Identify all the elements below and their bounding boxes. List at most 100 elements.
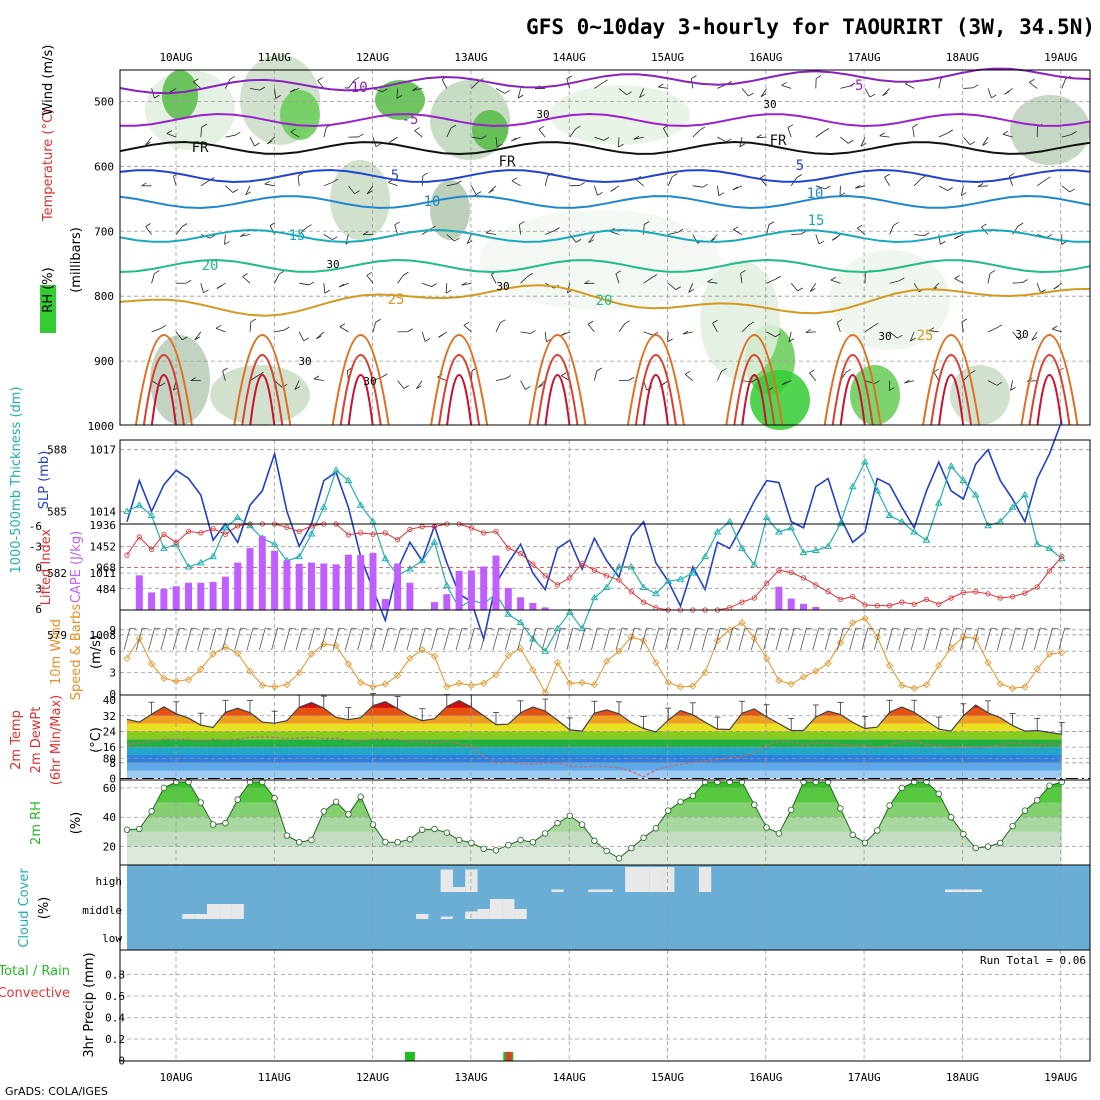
wind-barb-flag	[422, 172, 429, 177]
cape-bar	[406, 582, 414, 610]
surface-wind-barb-flag	[954, 627, 961, 630]
wind-axis-label: Wind (m/s)	[41, 45, 56, 116]
wind-speed-marker	[898, 681, 906, 690]
wind-barb	[397, 380, 405, 389]
wind-speed-marker	[184, 676, 193, 684]
lifted-marker	[173, 539, 179, 546]
thickness-marker	[775, 528, 783, 535]
rh-marker	[172, 778, 180, 786]
surface-wind-barb-flag	[855, 627, 862, 630]
thickness-marker	[762, 513, 771, 521]
wind-barb-flag	[1061, 241, 1067, 245]
wind-barb	[249, 88, 260, 91]
wind-barb	[961, 321, 964, 332]
temperature-contour	[241, 354, 284, 426]
temperature-band	[127, 739, 1062, 748]
wind-barb	[446, 183, 457, 187]
lifted-marker	[345, 532, 351, 538]
wind-barb-flag	[154, 94, 160, 99]
surface-wind-barb-flag	[363, 627, 370, 630]
surface-wind-barb	[849, 627, 857, 651]
lifted-marker	[800, 575, 807, 581]
temperature-contour	[339, 354, 382, 426]
thickness-marker	[221, 523, 230, 531]
surface-wind-barb	[394, 627, 401, 651]
isotherm-label: 5	[391, 168, 399, 184]
wind-barb	[446, 127, 452, 138]
rh-contour-label: 30	[298, 355, 311, 368]
rh-marker	[529, 838, 537, 846]
rh-marker	[1021, 807, 1029, 814]
wind-barb	[766, 278, 776, 284]
temperature-band	[127, 715, 1062, 724]
cape-bar	[185, 582, 192, 610]
wind-barb	[707, 281, 718, 284]
wind-barb	[175, 226, 183, 235]
wind-barb	[904, 380, 915, 384]
wind-barb	[682, 331, 693, 335]
wind-barb	[264, 183, 275, 187]
cloud-level-label: middle	[82, 904, 122, 917]
surface-wind-barb	[566, 627, 574, 651]
wind-barb-flag	[215, 324, 222, 329]
isotherm-label: 5	[796, 158, 804, 174]
wind-barb	[977, 185, 989, 187]
wind-barb	[396, 88, 398, 99]
rh-shading	[330, 160, 390, 240]
cape-bar	[332, 564, 340, 610]
wind-barb-flag	[897, 334, 903, 339]
wind-barb	[658, 86, 669, 89]
rh-marker	[677, 798, 684, 806]
date-label-top: 10AUG	[159, 51, 192, 64]
cape-bar	[431, 602, 438, 610]
lifted-marker	[149, 546, 155, 553]
wind-barb-flag	[538, 125, 545, 130]
wind-barb-flag	[517, 94, 524, 99]
wind-barb	[366, 185, 374, 195]
cape-bar	[221, 576, 229, 610]
wind-barb-flag	[677, 228, 684, 233]
thickness-marker	[406, 565, 414, 572]
rh-marker	[1046, 782, 1053, 789]
rh-marker	[468, 839, 475, 847]
wind-barb	[987, 380, 998, 386]
pressure-tick-label: 1000	[88, 420, 115, 433]
surface-wind-barb	[664, 627, 672, 651]
wind-barb-flag	[500, 319, 506, 324]
wind-barb	[461, 282, 472, 286]
surface-wind-barb-flag	[1003, 627, 1010, 630]
temperature-axis-label-2: 2m DewPt	[29, 707, 44, 774]
wind-speed-marker	[849, 619, 857, 627]
wind-barb-flag	[691, 75, 697, 79]
cloud-bar-high	[637, 867, 650, 892]
wind-barb	[421, 175, 424, 186]
wind-barb-flag	[893, 221, 899, 226]
cloud-cover-panel: high middle low Cloud Cover (%)	[17, 864, 1091, 951]
wind-barb	[151, 327, 162, 333]
thickness-marker	[135, 501, 144, 508]
date-label-bottom: 11AUG	[258, 1071, 291, 1084]
isotherm-line	[119, 67, 1091, 95]
surface-wind-barb	[148, 627, 155, 651]
surface-wind-barb-flag	[843, 627, 850, 630]
surface-wind-barb	[529, 627, 537, 651]
wind-barb	[615, 273, 620, 284]
wind-speed-marker	[1009, 684, 1017, 692]
wind-speed-marker	[234, 649, 242, 657]
wind-barb-flag	[996, 381, 1003, 386]
surface-wind-barb	[615, 627, 623, 651]
rh-marker	[911, 778, 918, 786]
wind-barb	[618, 323, 626, 333]
wind-barb	[269, 225, 275, 235]
wind-barb	[667, 282, 677, 290]
surface-wind-barb	[837, 627, 844, 651]
thickness-marker	[565, 608, 574, 615]
wind-barb-flag	[1071, 131, 1077, 135]
thickness-axis-label: 1000-500mb Thickness (dm)	[9, 386, 24, 573]
rh-tick-label: 20	[103, 841, 116, 854]
wind-barb	[635, 179, 644, 187]
surface-wind-barb-flag	[486, 627, 493, 630]
lifted-marker	[222, 531, 228, 537]
cape-bar	[234, 562, 242, 610]
